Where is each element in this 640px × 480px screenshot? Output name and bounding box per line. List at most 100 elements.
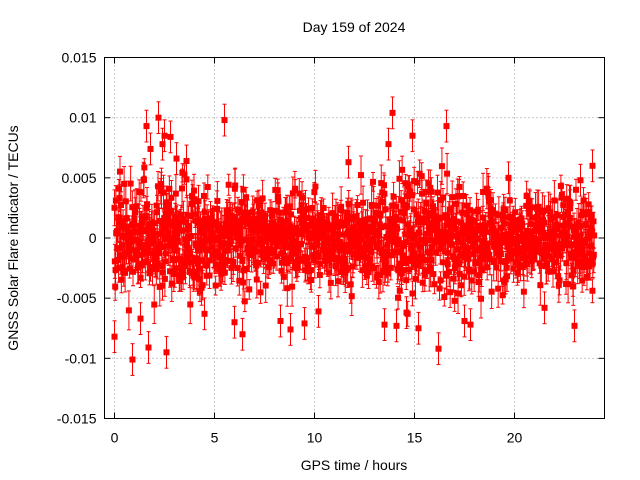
data-point	[403, 202, 410, 209]
data-point	[269, 219, 276, 226]
data-point	[162, 222, 169, 229]
data-point	[534, 214, 541, 221]
data-point	[226, 229, 233, 236]
data-point	[501, 279, 508, 286]
data-point	[187, 213, 194, 220]
data-point	[411, 178, 418, 185]
data-point	[441, 294, 448, 301]
data-point	[502, 207, 509, 214]
data-point	[200, 230, 207, 237]
data-point	[317, 260, 324, 267]
data-point	[170, 256, 177, 263]
data-point	[338, 203, 345, 210]
data-point	[278, 250, 285, 257]
data-point	[112, 197, 119, 204]
data-point	[333, 237, 340, 244]
data-point	[191, 196, 198, 203]
data-point	[507, 255, 514, 262]
data-point	[364, 216, 371, 223]
data-point	[128, 255, 135, 262]
data-point	[122, 269, 129, 276]
data-point	[257, 289, 264, 296]
data-point	[253, 276, 260, 283]
data-point	[467, 207, 474, 214]
data-point	[381, 190, 388, 197]
data-point	[196, 218, 203, 225]
data-point	[240, 267, 247, 274]
data-point	[411, 235, 418, 242]
data-point	[536, 222, 543, 229]
data-point	[504, 253, 511, 260]
data-point	[535, 203, 542, 210]
data-point	[281, 255, 288, 262]
data-point	[144, 201, 151, 208]
data-point	[132, 209, 139, 216]
data-point	[394, 241, 401, 248]
data-point	[186, 252, 193, 259]
data-point	[398, 270, 405, 277]
data-point	[335, 278, 342, 285]
data-point	[276, 225, 283, 232]
data-point	[404, 221, 411, 228]
data-point	[340, 219, 347, 226]
data-point	[303, 226, 310, 233]
data-point	[371, 265, 378, 272]
data-point	[416, 243, 423, 250]
data-point	[495, 212, 502, 219]
data-point	[482, 227, 489, 234]
data-point	[474, 235, 481, 242]
data-point	[487, 197, 494, 204]
data-point	[444, 249, 451, 256]
data-point	[284, 285, 291, 292]
data-point	[311, 257, 318, 264]
data-point	[516, 245, 523, 252]
data-point	[171, 241, 178, 248]
data-point	[486, 252, 493, 259]
data-point	[287, 223, 294, 230]
data-point	[459, 226, 466, 233]
data-point	[510, 265, 517, 272]
data-point	[180, 273, 187, 280]
data-point	[296, 207, 303, 214]
data-point	[150, 238, 157, 245]
data-point	[235, 228, 242, 235]
data-point	[131, 237, 138, 244]
data-point	[460, 192, 467, 199]
data-point	[166, 201, 173, 208]
data-point	[126, 265, 133, 272]
data-point	[191, 187, 198, 194]
data-point	[538, 226, 545, 233]
data-point	[135, 238, 142, 245]
data-point	[125, 307, 132, 314]
data-point	[439, 214, 446, 221]
data-point	[367, 242, 374, 249]
data-point	[185, 246, 192, 253]
data-point	[517, 264, 524, 271]
data-point	[387, 217, 394, 224]
data-point	[262, 282, 269, 289]
data-point	[417, 215, 424, 222]
data-point	[239, 257, 246, 264]
data-point	[480, 189, 487, 196]
data-point	[194, 272, 201, 279]
data-point	[455, 290, 462, 297]
data-point	[511, 249, 518, 256]
data-point	[162, 258, 169, 265]
data-point	[227, 235, 234, 242]
data-point	[236, 277, 243, 284]
data-point	[242, 218, 249, 225]
data-point	[429, 211, 436, 218]
data-point	[533, 248, 540, 255]
data-point	[259, 195, 266, 202]
data-point	[471, 268, 478, 275]
data-point	[532, 245, 539, 252]
data-point	[218, 270, 225, 277]
data-point	[345, 200, 352, 207]
data-point	[243, 236, 250, 243]
data-point	[119, 242, 126, 249]
data-point	[353, 213, 360, 220]
data-point	[283, 219, 290, 226]
data-point	[276, 209, 283, 216]
data-point	[428, 243, 435, 250]
data-point	[427, 184, 434, 191]
